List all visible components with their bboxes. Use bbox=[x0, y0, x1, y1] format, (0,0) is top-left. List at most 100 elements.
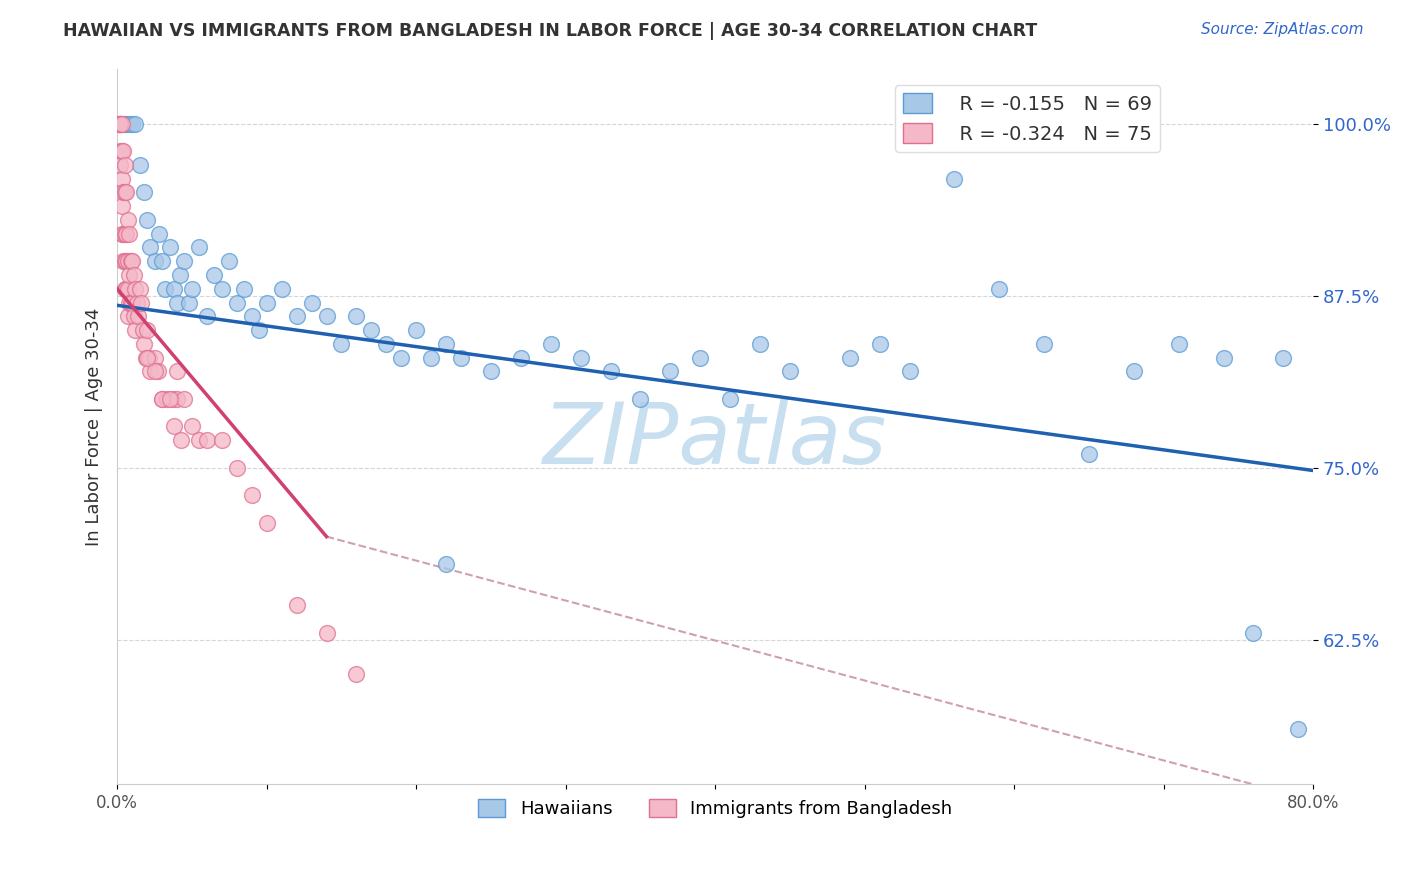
Point bbox=[225, 295, 247, 310]
Point bbox=[405, 323, 427, 337]
Point bbox=[124, 282, 146, 296]
Point bbox=[150, 392, 173, 406]
Point bbox=[128, 158, 150, 172]
Point bbox=[1286, 723, 1309, 737]
Point bbox=[124, 323, 146, 337]
Point bbox=[344, 667, 367, 681]
Point bbox=[112, 144, 135, 158]
Point bbox=[166, 295, 188, 310]
Point bbox=[1212, 351, 1234, 365]
Point bbox=[630, 392, 652, 406]
Point bbox=[120, 254, 142, 268]
Point bbox=[115, 186, 138, 200]
Point bbox=[108, 117, 131, 131]
Point bbox=[240, 310, 263, 324]
Point bbox=[233, 282, 256, 296]
Point bbox=[143, 351, 166, 365]
Point bbox=[155, 392, 177, 406]
Point bbox=[1078, 447, 1101, 461]
Point bbox=[139, 240, 162, 254]
Point bbox=[153, 282, 176, 296]
Point bbox=[211, 434, 233, 448]
Point bbox=[389, 351, 412, 365]
Point bbox=[112, 227, 135, 241]
Point bbox=[420, 351, 443, 365]
Point bbox=[163, 419, 186, 434]
Point bbox=[988, 282, 1011, 296]
Point bbox=[540, 337, 562, 351]
Point bbox=[479, 364, 502, 378]
Point bbox=[136, 323, 159, 337]
Point bbox=[315, 626, 337, 640]
Point bbox=[450, 351, 472, 365]
Point bbox=[108, 158, 131, 172]
Point bbox=[117, 213, 139, 227]
Point bbox=[121, 117, 143, 131]
Point bbox=[118, 268, 141, 282]
Point bbox=[111, 117, 134, 131]
Point bbox=[162, 392, 184, 406]
Point bbox=[247, 323, 270, 337]
Point bbox=[169, 268, 191, 282]
Point bbox=[114, 227, 136, 241]
Point bbox=[108, 117, 131, 131]
Point bbox=[181, 419, 204, 434]
Point bbox=[136, 213, 159, 227]
Point bbox=[177, 295, 200, 310]
Point bbox=[143, 364, 166, 378]
Point bbox=[330, 337, 353, 351]
Point bbox=[188, 240, 211, 254]
Point bbox=[689, 351, 711, 365]
Point bbox=[111, 227, 134, 241]
Point bbox=[749, 337, 772, 351]
Point bbox=[117, 310, 139, 324]
Point bbox=[659, 364, 682, 378]
Point bbox=[344, 310, 367, 324]
Point bbox=[114, 158, 136, 172]
Point bbox=[315, 310, 337, 324]
Point bbox=[163, 282, 186, 296]
Point bbox=[135, 351, 157, 365]
Point bbox=[301, 295, 323, 310]
Point bbox=[143, 254, 166, 268]
Point bbox=[170, 434, 193, 448]
Point bbox=[117, 282, 139, 296]
Point bbox=[270, 282, 292, 296]
Point bbox=[114, 117, 136, 131]
Point bbox=[1122, 364, 1144, 378]
Point bbox=[211, 282, 233, 296]
Point bbox=[139, 364, 162, 378]
Point bbox=[1033, 337, 1056, 351]
Point bbox=[115, 227, 138, 241]
Point bbox=[107, 117, 129, 131]
Text: Source: ZipAtlas.com: Source: ZipAtlas.com bbox=[1201, 22, 1364, 37]
Point bbox=[111, 117, 134, 131]
Point bbox=[569, 351, 592, 365]
Point bbox=[173, 254, 195, 268]
Point bbox=[114, 186, 136, 200]
Point bbox=[148, 227, 170, 241]
Point bbox=[599, 364, 621, 378]
Point bbox=[285, 310, 308, 324]
Y-axis label: In Labor Force | Age 30-34: In Labor Force | Age 30-34 bbox=[86, 307, 103, 546]
Point bbox=[129, 295, 152, 310]
Point bbox=[107, 117, 129, 131]
Point bbox=[434, 337, 457, 351]
Point bbox=[124, 117, 146, 131]
Point bbox=[120, 295, 142, 310]
Point bbox=[1272, 351, 1295, 365]
Point bbox=[943, 171, 966, 186]
Point bbox=[131, 323, 153, 337]
Point bbox=[256, 516, 278, 530]
Point bbox=[107, 117, 129, 131]
Text: ZIPatlas: ZIPatlas bbox=[543, 400, 887, 483]
Point bbox=[112, 254, 135, 268]
Point bbox=[509, 351, 531, 365]
Point bbox=[360, 323, 382, 337]
Point bbox=[138, 351, 160, 365]
Point bbox=[898, 364, 921, 378]
Point bbox=[125, 295, 148, 310]
Point bbox=[218, 254, 240, 268]
Point bbox=[122, 310, 145, 324]
Point bbox=[108, 144, 131, 158]
